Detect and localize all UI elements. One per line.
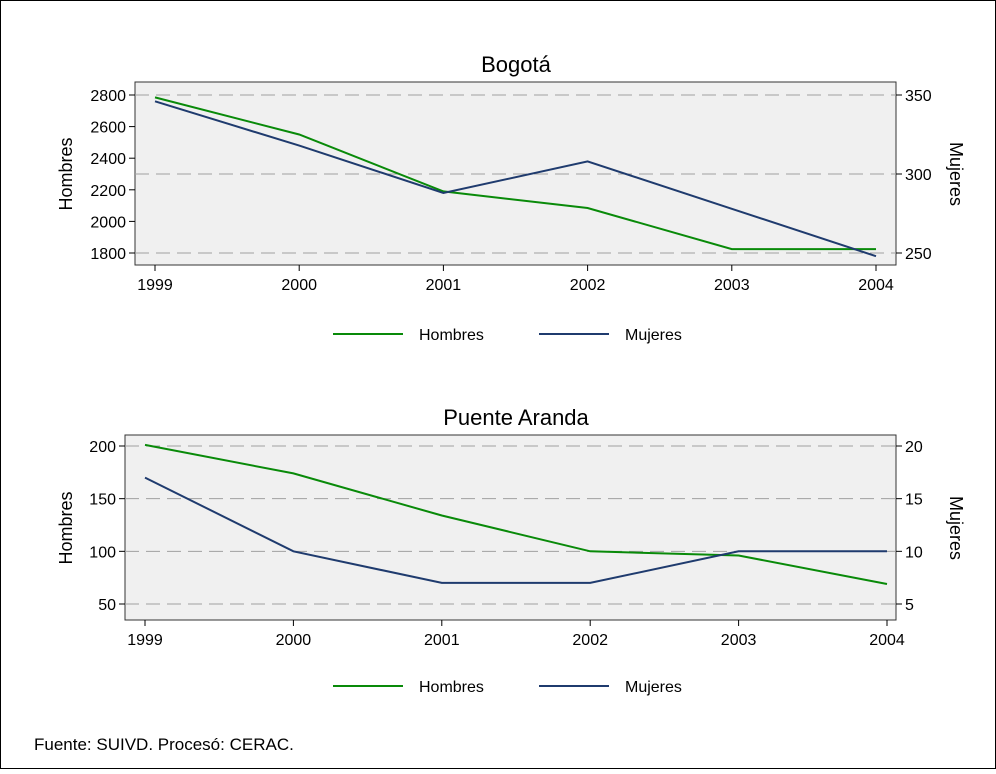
left-tick-label: 150 <box>89 492 116 509</box>
left-axis-ticks: 1800 2000 2200 2400 2600 2800 <box>90 88 135 263</box>
legend-label-mujeres: Mujeres <box>625 679 682 696</box>
legend-label-mujeres: Mujeres <box>625 327 682 344</box>
x-tick-label: 2001 <box>424 632 460 649</box>
legend: Hombres Mujeres <box>333 327 682 344</box>
y-axis-label-left: Hombres <box>56 491 76 564</box>
x-tick-label: 2002 <box>572 632 608 649</box>
y-axis-label-left: Hombres <box>56 137 76 210</box>
source-note: Fuente: SUIVD. Procesó: CERAC. <box>34 735 294 754</box>
legend-label-hombres: Hombres <box>419 679 484 696</box>
x-tick-label: 2000 <box>276 632 312 649</box>
x-tick-label: 2001 <box>426 277 462 294</box>
right-tick-label: 300 <box>905 167 932 184</box>
x-tick-label: 2002 <box>570 277 606 294</box>
series-line-mujeres <box>144 476 887 584</box>
right-tick-label: 15 <box>905 492 923 509</box>
x-tick-label: 2000 <box>281 277 317 294</box>
gridlines <box>135 94 896 254</box>
legend: Hombres Mujeres <box>333 679 682 696</box>
x-tick-label: 2003 <box>721 632 757 649</box>
left-tick-label: 2600 <box>90 120 126 137</box>
x-tick-label: 2004 <box>869 632 905 649</box>
right-tick-label: 350 <box>905 88 932 105</box>
legend-label-hombres: Hombres <box>419 327 484 344</box>
x-tick-label: 1999 <box>127 632 163 649</box>
series-lines <box>154 96 877 258</box>
chart-puente-aranda: Puente Aranda 50 100 150 200 5 10 15 20 1999 20… <box>56 405 966 696</box>
series-line-hombres <box>144 443 888 585</box>
left-tick-label: 2200 <box>90 183 126 200</box>
right-tick-label: 10 <box>905 544 923 561</box>
x-axis-ticks: 1999 2000 2001 2002 2003 2004 <box>137 265 894 294</box>
right-tick-label: 20 <box>905 439 923 456</box>
x-tick-label: 2004 <box>858 277 894 294</box>
left-tick-label: 2000 <box>90 214 126 231</box>
left-tick-label: 100 <box>89 544 116 561</box>
chart-bogota: Bogotá 1800 2000 2200 2400 2600 2800 250 300 35… <box>56 52 966 344</box>
series-lines <box>144 443 888 585</box>
chart-title: Bogotá <box>481 52 551 77</box>
left-tick-label: 1800 <box>90 246 126 263</box>
right-axis-ticks: 5 10 15 20 <box>896 439 923 614</box>
right-axis-ticks: 250 300 350 <box>896 88 932 263</box>
left-tick-label: 50 <box>98 597 116 614</box>
x-tick-label: 1999 <box>137 277 173 294</box>
right-tick-label: 250 <box>905 246 932 263</box>
series-line-hombres <box>154 96 876 251</box>
y-axis-label-right: Mujeres <box>946 496 966 560</box>
x-tick-label: 2003 <box>714 277 750 294</box>
left-tick-label: 2800 <box>90 88 126 105</box>
left-axis-ticks: 50 100 150 200 <box>89 439 125 614</box>
left-tick-label: 200 <box>89 439 116 456</box>
right-tick-label: 5 <box>905 597 914 614</box>
x-axis-ticks: 1999 2000 2001 2002 2003 2004 <box>127 620 905 649</box>
series-line-mujeres <box>154 100 877 258</box>
chart-title: Puente Aranda <box>443 405 589 430</box>
y-axis-label-right: Mujeres <box>946 142 966 206</box>
left-tick-label: 2400 <box>90 151 126 168</box>
